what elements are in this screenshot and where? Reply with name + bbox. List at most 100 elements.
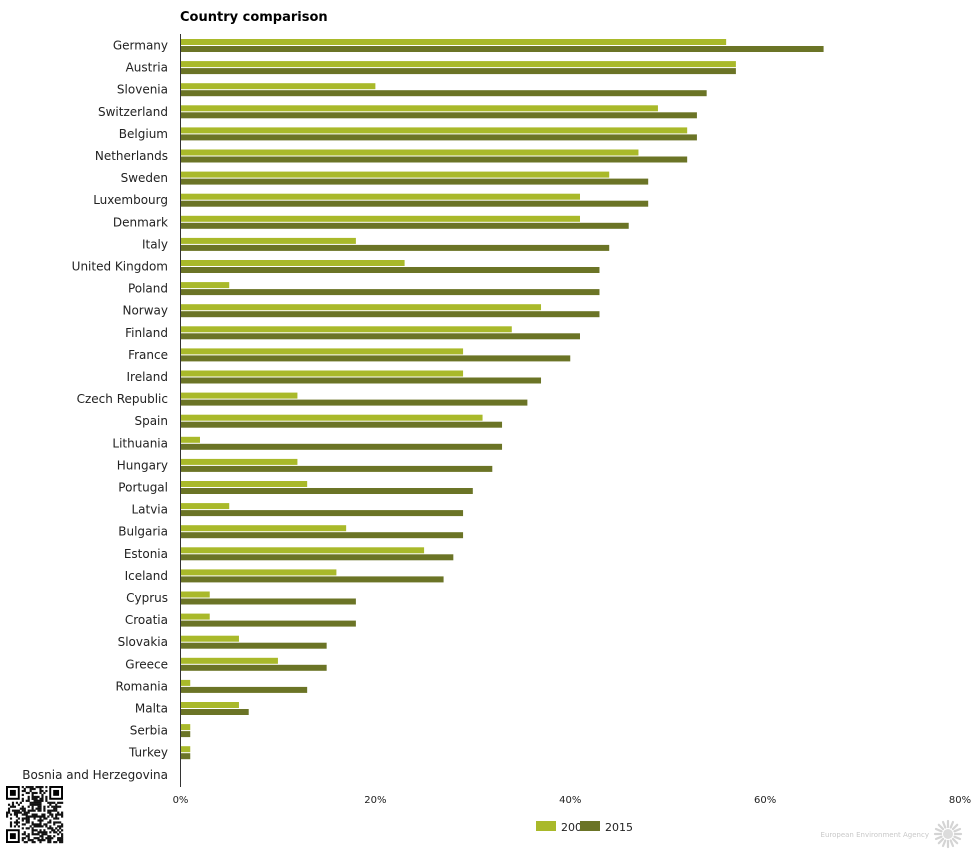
bar-2004-serbia[interactable] [180,724,191,731]
bar-2004-austria[interactable] [180,61,736,68]
bar-2015-united-kingdom[interactable] [180,267,600,273]
bar-2004-italy[interactable] [180,237,356,244]
qr-module [49,819,52,822]
bar-2004-united-kingdom[interactable] [180,260,405,266]
bar-2015-finland[interactable] [180,333,580,340]
logo-ray [949,820,955,829]
bar-2015-hungary[interactable] [180,465,493,472]
bar-2015-denmark[interactable] [180,222,629,229]
bar-2004-lithuania[interactable] [180,436,200,443]
qr-module [39,786,42,789]
bar-2015-estonia[interactable] [180,554,454,561]
qr-module [21,809,24,812]
qr-module [31,803,34,806]
bar-2004-czech-republic[interactable] [180,392,298,399]
qr-module [21,799,24,802]
qr-module [39,805,42,808]
qr-module [53,841,56,844]
bar-2015-netherlands[interactable] [180,156,688,163]
qr-module [21,797,24,800]
qr-module [15,819,18,822]
bar-2004-malta[interactable] [180,702,239,708]
qr-module [7,811,11,814]
bar-2015-norway[interactable] [180,311,600,318]
bar-2004-finland[interactable] [180,326,512,333]
qr-module [9,833,16,840]
bar-2004-netherlands[interactable] [180,149,639,156]
bar-2015-turkey[interactable] [180,753,191,760]
qr-module [27,791,30,795]
bar-2015-portugal[interactable] [180,488,473,494]
qr-module [35,786,38,789]
bar-2004-estonia[interactable] [180,547,425,554]
qr-module [59,813,62,816]
bar-2004-iceland[interactable] [180,569,337,576]
qr-module [23,787,26,791]
legend-label[interactable]: 2015 [605,821,633,834]
bar-2004-poland[interactable] [180,282,230,289]
bar-2004-portugal[interactable] [180,481,308,487]
bar-2004-belgium[interactable] [180,127,688,134]
bar-2004-ireland[interactable] [180,370,464,377]
qr-module [39,817,42,820]
bar-2015-france[interactable] [180,355,571,362]
bar-2004-sweden[interactable] [180,171,610,178]
bar-2015-malta[interactable] [180,709,249,715]
category-label: Greece [125,657,168,671]
bar-2015-romania[interactable] [180,686,308,693]
bar-2015-bulgaria[interactable] [180,532,464,539]
bar-2004-switzerland[interactable] [180,105,658,112]
bar-2015-germany[interactable] [180,46,824,52]
bar-2015-poland[interactable] [180,289,600,296]
bar-2004-greece[interactable] [180,657,278,664]
bar-2004-turkey[interactable] [180,746,191,753]
bar-2015-lithuania[interactable] [180,443,503,450]
bar-2015-sweden[interactable] [180,178,649,185]
bar-2015-luxembourg[interactable] [180,200,649,207]
bar-2015-croatia[interactable] [180,620,356,627]
qr-module [35,813,38,816]
bar-2015-belgium[interactable] [180,134,697,141]
bar-2004-luxembourg[interactable] [180,193,580,200]
qr-module [31,841,34,844]
legend-label[interactable]: 200 [561,821,582,834]
qr-module [23,823,26,826]
bar-2015-greece[interactable] [180,664,327,671]
bar-2004-germany[interactable] [180,39,727,45]
legend-swatch[interactable] [536,821,556,831]
bar-2004-denmark[interactable] [180,215,580,222]
qr-module [17,809,20,812]
category-label: Croatia [125,613,168,627]
bar-2004-croatia[interactable] [180,613,210,620]
qr-module [45,797,48,800]
bar-2004-slovakia[interactable] [180,635,239,642]
bar-2015-spain[interactable] [180,421,503,428]
bar-2004-latvia[interactable] [180,503,230,510]
bar-2004-cyprus[interactable] [180,591,210,598]
qr-module [39,799,42,802]
bar-2004-bulgaria[interactable] [180,525,347,532]
bar-2004-norway[interactable] [180,304,542,311]
bar-2015-latvia[interactable] [180,510,464,517]
bar-2004-romania[interactable] [180,679,191,686]
bar-2004-france[interactable] [180,348,464,355]
bar-2015-austria[interactable] [180,68,736,75]
bar-2015-czech-republic[interactable] [180,399,528,406]
qr-module [15,823,18,826]
bar-2015-serbia[interactable] [180,731,191,738]
bar-2015-cyprus[interactable] [180,598,356,605]
bar-2015-slovakia[interactable] [180,642,327,649]
qr-code-icon [6,786,64,844]
bar-2015-switzerland[interactable] [180,112,697,119]
bar-2004-slovenia[interactable] [180,83,376,90]
qr-module [23,841,26,844]
bar-2015-slovenia[interactable] [180,90,707,97]
bar-2015-ireland[interactable] [180,377,542,384]
legend[interactable]: 200 2015 [536,821,633,834]
qr-module [47,815,50,818]
bar-2004-spain[interactable] [180,414,483,421]
bar-2015-iceland[interactable] [180,576,444,583]
qr-module [25,786,28,789]
bar-2015-italy[interactable] [180,244,610,251]
bar-2004-hungary[interactable] [180,458,298,465]
